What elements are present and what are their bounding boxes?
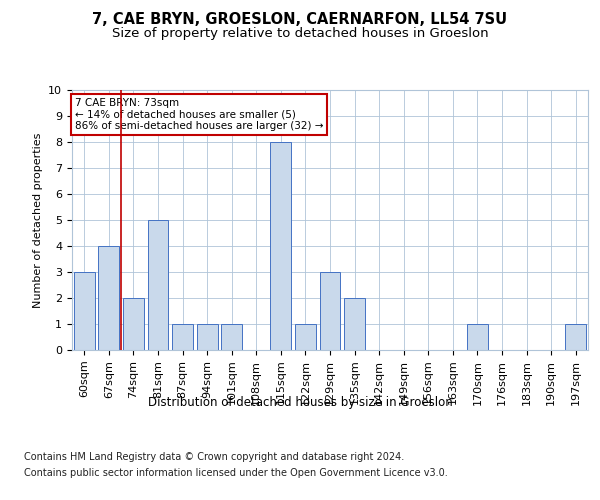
Bar [295, 324, 316, 350]
Bar [320, 272, 340, 350]
Bar [148, 220, 169, 350]
Y-axis label: Number of detached properties: Number of detached properties [33, 132, 43, 308]
Text: 7 CAE BRYN: 73sqm
← 14% of detached houses are smaller (5)
86% of semi-detached : 7 CAE BRYN: 73sqm ← 14% of detached hous… [74, 98, 323, 131]
Bar [221, 324, 242, 350]
Bar [467, 324, 488, 350]
Bar [197, 324, 218, 350]
Bar [344, 298, 365, 350]
Bar [123, 298, 144, 350]
Text: Distribution of detached houses by size in Groeslon: Distribution of detached houses by size … [148, 396, 452, 409]
Bar [271, 142, 292, 350]
Bar [98, 246, 119, 350]
Text: Contains public sector information licensed under the Open Government Licence v3: Contains public sector information licen… [24, 468, 448, 477]
Bar [565, 324, 586, 350]
Text: Size of property relative to detached houses in Groeslon: Size of property relative to detached ho… [112, 28, 488, 40]
Bar [74, 272, 95, 350]
Bar [172, 324, 193, 350]
Text: 7, CAE BRYN, GROESLON, CAERNARFON, LL54 7SU: 7, CAE BRYN, GROESLON, CAERNARFON, LL54 … [92, 12, 508, 28]
Text: Contains HM Land Registry data © Crown copyright and database right 2024.: Contains HM Land Registry data © Crown c… [24, 452, 404, 462]
